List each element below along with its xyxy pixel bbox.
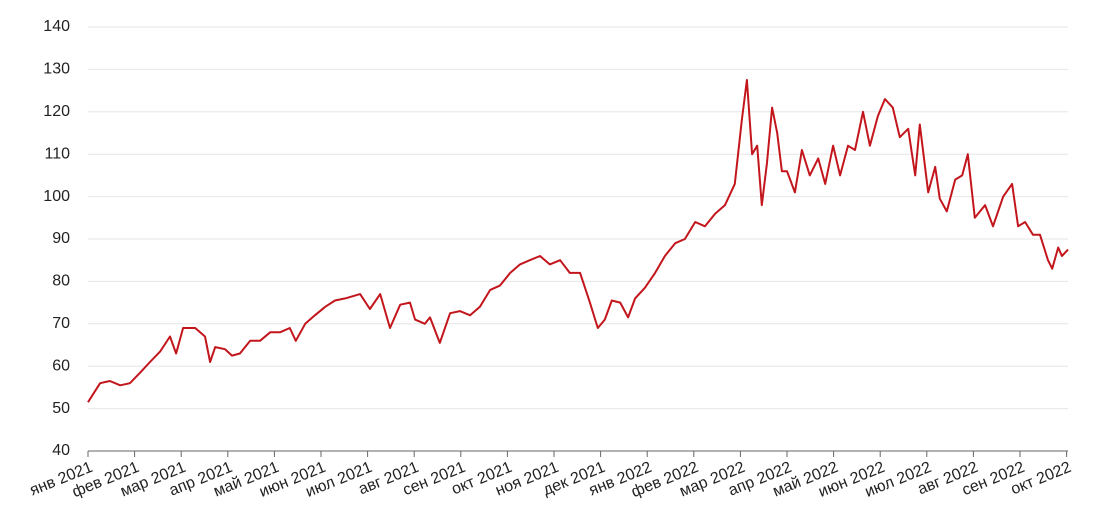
y-tick-label: 80	[52, 273, 70, 290]
y-tick-label: 110	[44, 145, 70, 162]
y-tick-label: 70	[52, 315, 70, 332]
y-tick-label: 100	[43, 188, 70, 205]
y-tick-label: 40	[52, 442, 70, 459]
y-tick-label: 60	[52, 357, 70, 374]
y-tick-label: 50	[52, 400, 70, 417]
y-tick-label: 140	[43, 18, 70, 35]
y-tick-label: 120	[43, 103, 70, 120]
y-tick-label: 130	[43, 61, 70, 78]
y-tick-label: 90	[52, 230, 70, 247]
price-line	[87, 79, 1069, 403]
